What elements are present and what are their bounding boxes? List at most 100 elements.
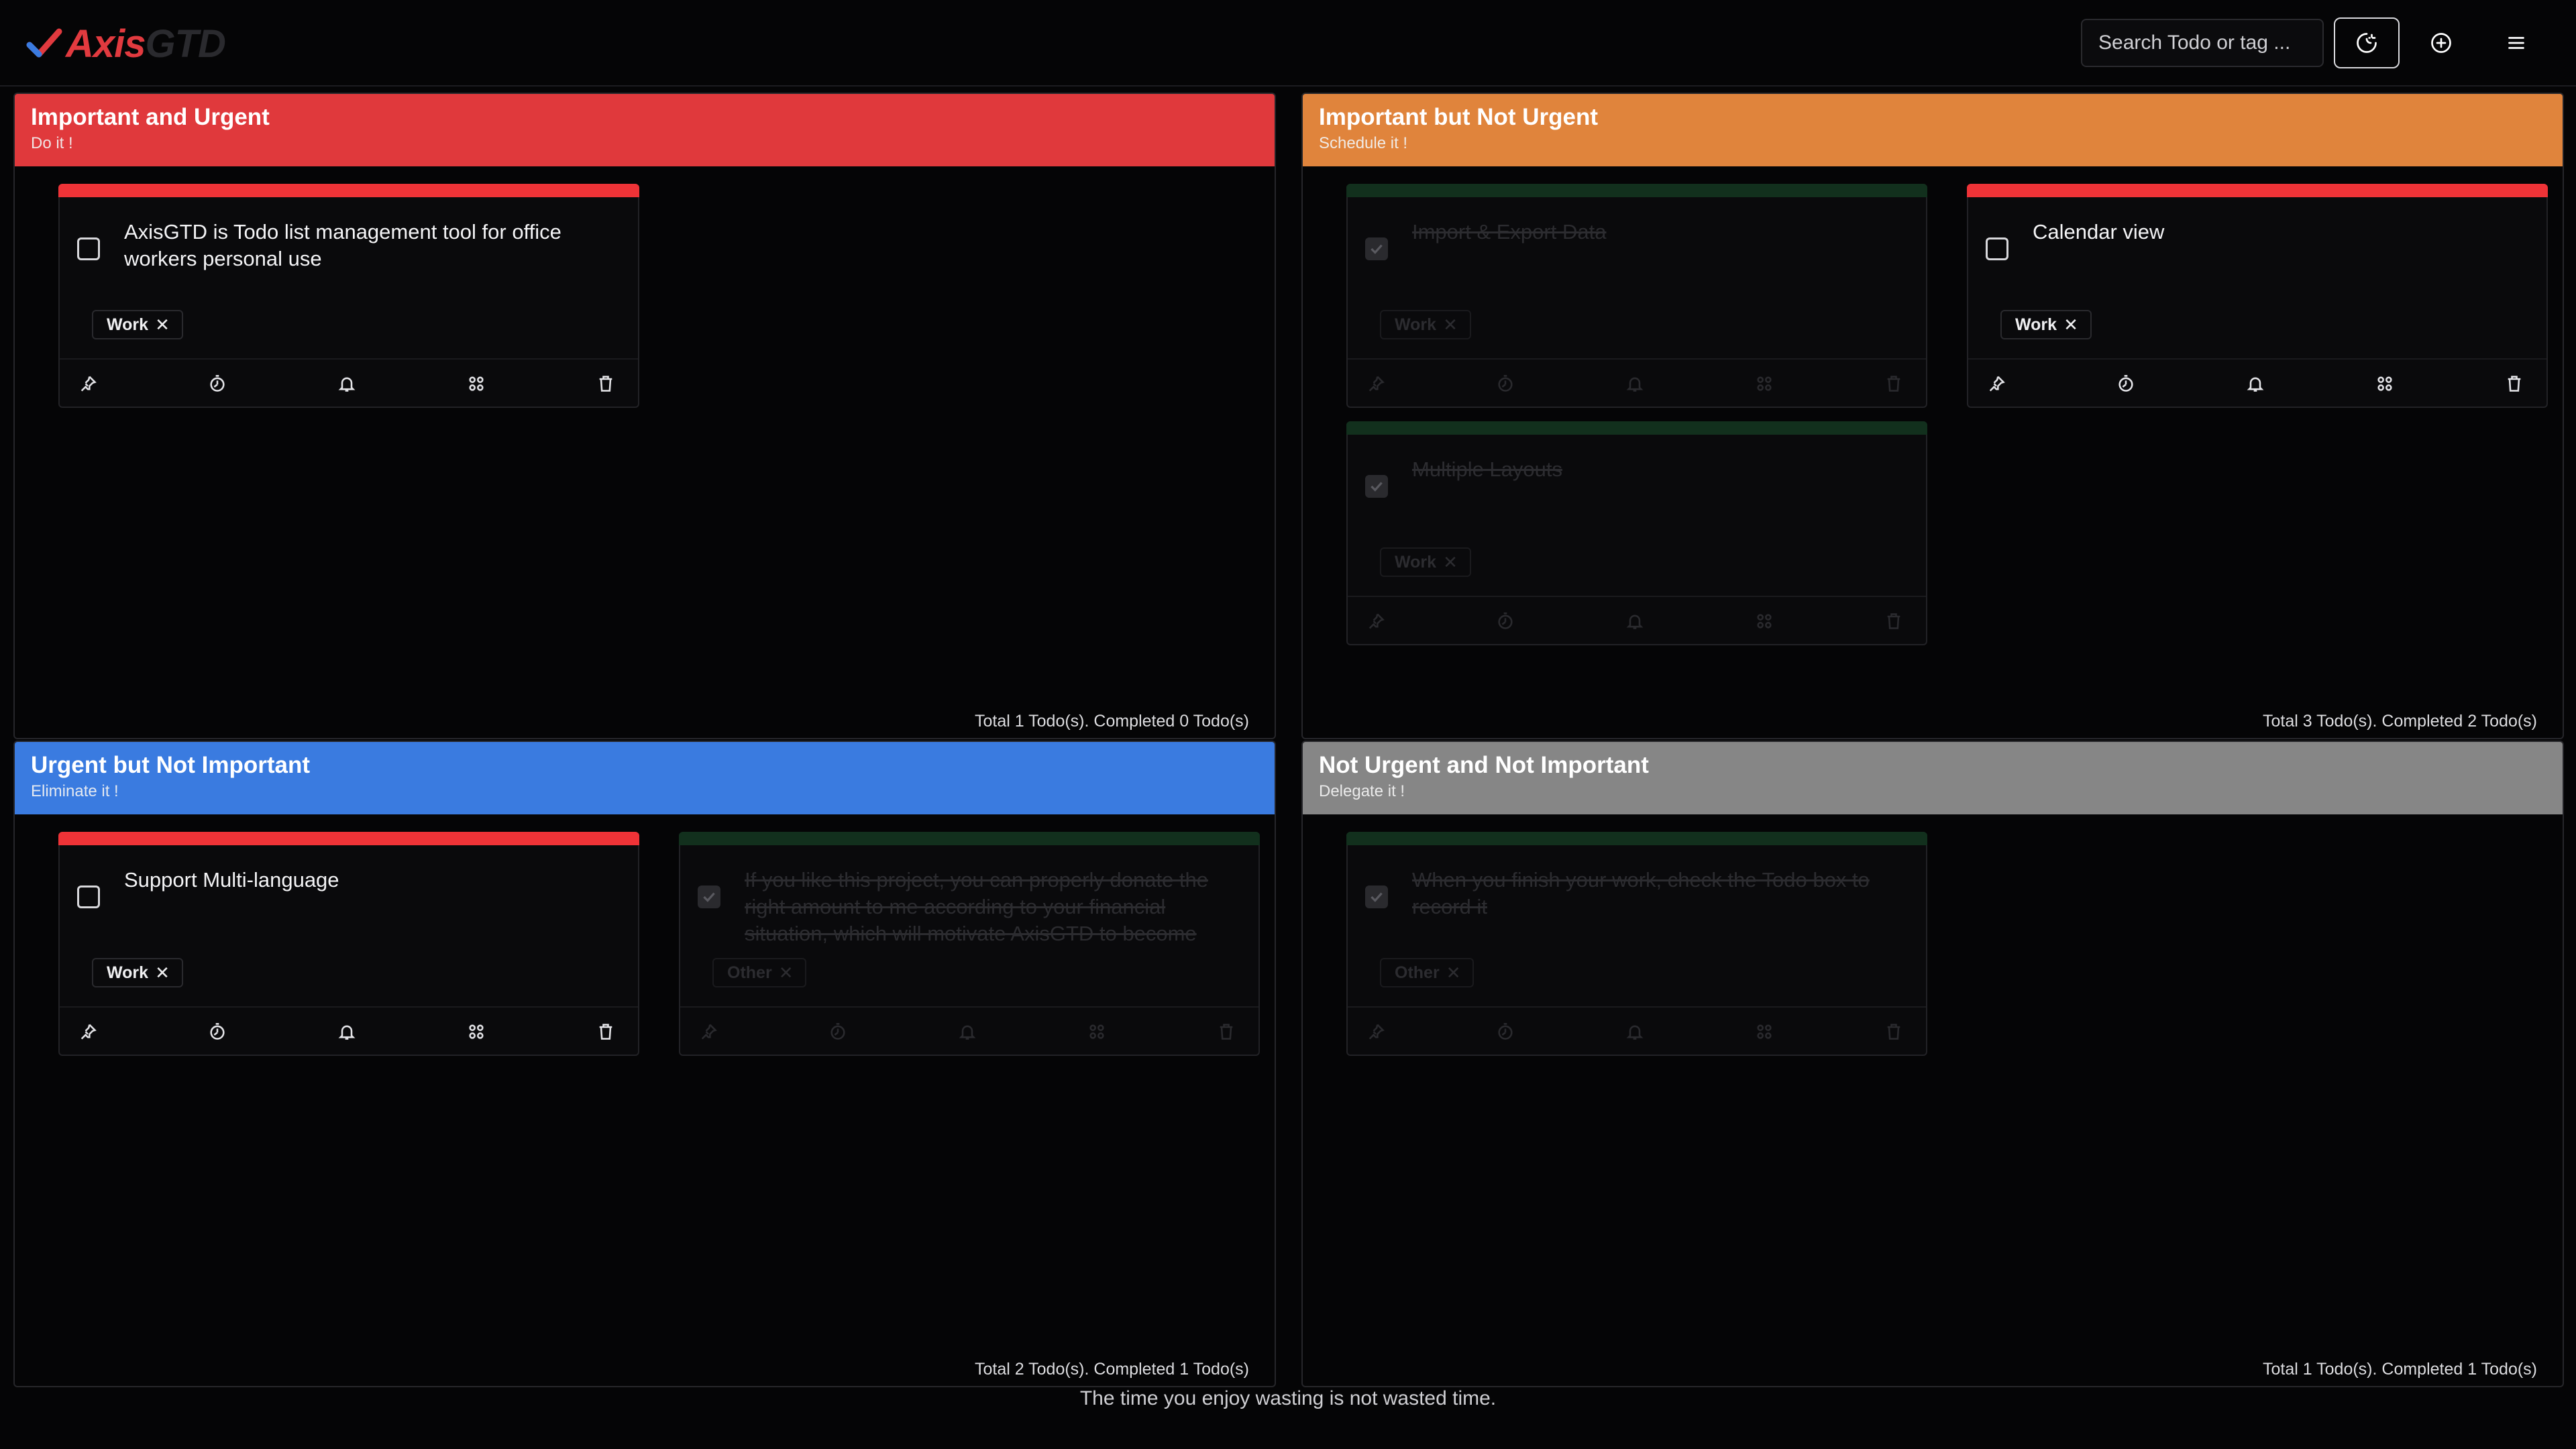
close-icon[interactable]: ✕ — [2063, 314, 2078, 335]
delete-button[interactable] — [594, 372, 618, 396]
command-icon — [469, 376, 484, 391]
todo-checkbox[interactable] — [1986, 237, 2008, 260]
timer-button[interactable] — [826, 1020, 850, 1044]
todo-card: Support Multi-language Work ✕ — [58, 832, 639, 1056]
bell-icon — [959, 1025, 976, 1040]
delete-button[interactable] — [1214, 1020, 1238, 1044]
card-actions — [1348, 596, 1926, 645]
timer-button[interactable] — [1493, 372, 1517, 396]
pin-button[interactable] — [1984, 372, 2008, 396]
tag-chip[interactable]: Other ✕ — [1380, 958, 1474, 987]
card-actions — [1348, 358, 1926, 408]
card-actions — [1348, 1006, 1926, 1056]
reminder-button[interactable] — [1623, 372, 1647, 396]
tag-chip[interactable]: Work ✕ — [1380, 310, 1471, 339]
trash-icon — [1887, 376, 1900, 392]
todo-checkbox[interactable] — [1365, 237, 1388, 260]
quadrant-summary: Total 1 Todo(s). Completed 0 Todo(s) — [974, 712, 1249, 731]
todo-text[interactable]: Multiple Layouts — [1412, 458, 1563, 481]
todo-text[interactable]: Support Multi-language — [124, 868, 339, 892]
close-icon[interactable]: ✕ — [778, 962, 794, 983]
tag-label: Other — [1395, 963, 1440, 982]
close-icon[interactable]: ✕ — [1446, 962, 1461, 983]
timer-button[interactable] — [205, 1020, 229, 1044]
reminder-button[interactable] — [955, 1020, 979, 1044]
command-button[interactable] — [1752, 1020, 1776, 1044]
app-logo[interactable]: Axis GTD — [25, 20, 226, 67]
todo-checkbox[interactable] — [1365, 885, 1388, 908]
reminder-button[interactable] — [1623, 609, 1647, 633]
quadrant-not-urgent-not-important: Not Urgent and Not Important Delegate it… — [1301, 741, 2564, 1387]
command-button[interactable] — [1752, 372, 1776, 396]
pin-button[interactable] — [1364, 609, 1388, 633]
close-icon[interactable]: ✕ — [1443, 314, 1458, 335]
command-button[interactable] — [1752, 609, 1776, 633]
tag-chip[interactable]: Work ✕ — [2000, 310, 2092, 339]
command-button[interactable] — [2373, 372, 2397, 396]
command-button[interactable] — [464, 372, 488, 396]
timer-icon — [1498, 375, 1513, 392]
todo-checkbox[interactable] — [1365, 475, 1388, 498]
timer-button[interactable] — [205, 372, 229, 396]
trash-icon — [2508, 376, 2521, 392]
check-icon — [1371, 244, 1383, 254]
tag-label: Work — [2015, 315, 2057, 334]
pin-button[interactable] — [76, 1020, 100, 1044]
logo-text-axis: Axis — [66, 21, 146, 66]
todo-checkbox[interactable] — [77, 237, 100, 260]
trash-icon — [599, 1024, 612, 1040]
pin-button[interactable] — [76, 372, 100, 396]
tag-chip[interactable]: Work ✕ — [1380, 547, 1471, 577]
reminder-button[interactable] — [335, 1020, 359, 1044]
trash-icon — [599, 376, 612, 392]
command-icon — [2377, 376, 2392, 391]
tag-chip[interactable]: Work ✕ — [92, 958, 183, 987]
tag-chip[interactable]: Work ✕ — [92, 310, 183, 339]
close-icon[interactable]: ✕ — [155, 962, 170, 983]
todo-checkbox[interactable] — [698, 885, 720, 908]
close-icon[interactable]: ✕ — [155, 314, 170, 335]
quadrant-subtitle: Do it ! — [31, 134, 73, 152]
timer-button[interactable] — [2114, 372, 2138, 396]
timer-button[interactable] — [1493, 609, 1517, 633]
todo-text[interactable]: When you finish your work, check the Tod… — [1412, 868, 1870, 918]
pin-icon — [1989, 376, 2005, 392]
menu-button[interactable] — [2483, 17, 2549, 68]
tag-chip[interactable]: Other ✕ — [712, 958, 807, 987]
top-bar: Axis GTD — [0, 0, 2576, 87]
delete-button[interactable] — [1882, 609, 1906, 633]
todo-text[interactable]: Calendar view — [2033, 220, 2165, 244]
quadrant-title: Not Urgent and Not Important — [1319, 752, 1649, 778]
timer-icon — [1498, 1023, 1513, 1040]
delete-button[interactable] — [1882, 372, 1906, 396]
search-input[interactable] — [2098, 32, 2306, 54]
check-icon — [1371, 892, 1383, 902]
delete-button[interactable] — [594, 1020, 618, 1044]
theme-toggle-button[interactable] — [2334, 17, 2400, 68]
command-button[interactable] — [464, 1020, 488, 1044]
reminder-button[interactable] — [1623, 1020, 1647, 1044]
timer-button[interactable] — [1493, 1020, 1517, 1044]
todo-text[interactable]: Import & Export Data — [1412, 220, 1607, 244]
delete-button[interactable] — [1882, 1020, 1906, 1044]
reminder-button[interactable] — [335, 372, 359, 396]
trash-icon — [1220, 1024, 1233, 1040]
todo-text[interactable]: If you like this project, you can proper… — [745, 868, 1209, 945]
todo-card: If you like this project, you can proper… — [679, 832, 1260, 1056]
add-todo-button[interactable] — [2408, 17, 2474, 68]
delete-button[interactable] — [2502, 372, 2526, 396]
todo-text[interactable]: AxisGTD is Todo list management tool for… — [124, 220, 561, 270]
pin-button[interactable] — [1364, 1020, 1388, 1044]
todo-checkbox[interactable] — [77, 885, 100, 908]
reminder-button[interactable] — [2243, 372, 2267, 396]
check-icon — [703, 892, 715, 902]
tag-label: Other — [727, 963, 772, 982]
tag-label: Work — [107, 315, 149, 334]
todo-card: AxisGTD is Todo list management tool for… — [58, 184, 639, 408]
search-box[interactable] — [2081, 19, 2324, 67]
close-icon[interactable]: ✕ — [1443, 551, 1458, 572]
pin-button[interactable] — [696, 1020, 720, 1044]
command-button[interactable] — [1085, 1020, 1109, 1044]
pin-button[interactable] — [1364, 372, 1388, 396]
timer-icon — [2118, 375, 2133, 392]
